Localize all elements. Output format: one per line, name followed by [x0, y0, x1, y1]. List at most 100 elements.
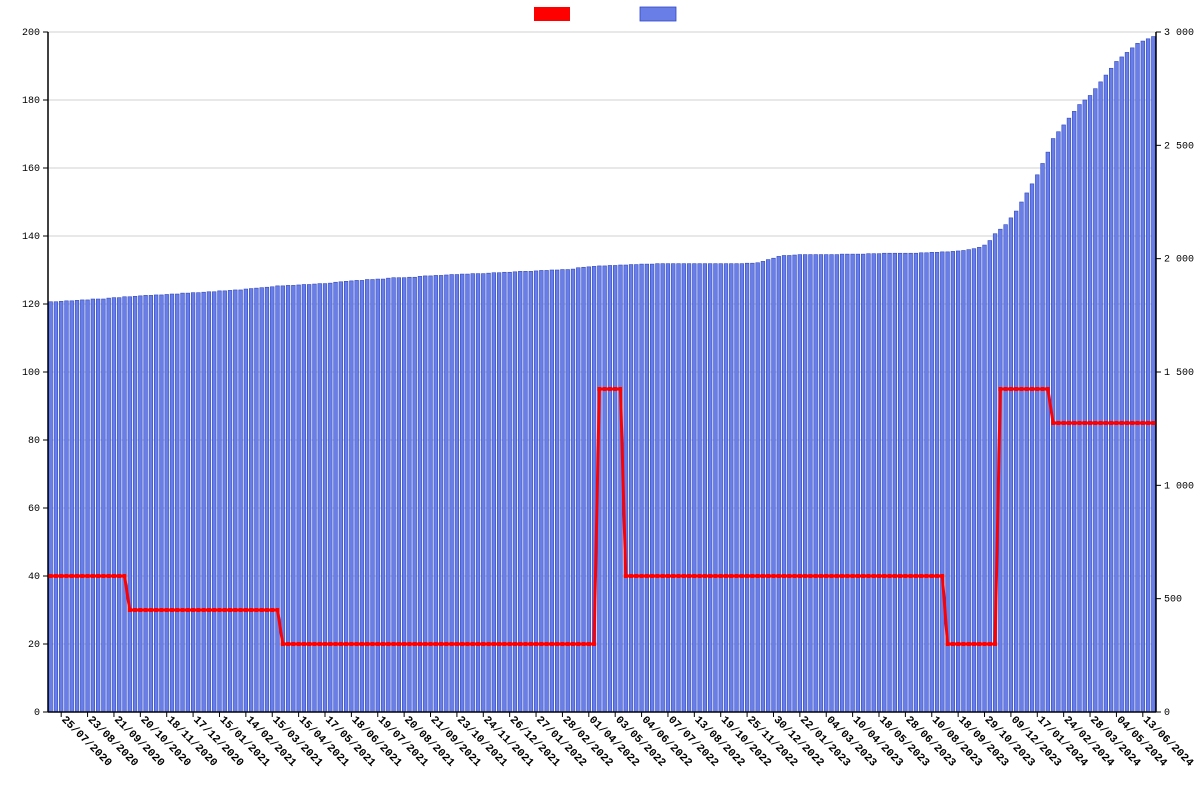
bar [777, 256, 781, 712]
bar [671, 264, 675, 712]
line-marker [819, 574, 823, 578]
bar [302, 285, 306, 712]
line-marker [539, 642, 543, 646]
line-marker [824, 574, 828, 578]
line-marker [998, 387, 1002, 391]
bar [402, 278, 406, 712]
bar [239, 290, 243, 712]
line-marker [814, 574, 818, 578]
bar [893, 253, 897, 712]
bar [692, 264, 696, 712]
line-marker [571, 642, 575, 646]
bar [228, 290, 232, 712]
line-marker [529, 642, 533, 646]
bar [75, 300, 79, 712]
line-marker [349, 642, 353, 646]
line-marker [286, 642, 290, 646]
line-marker [1067, 421, 1071, 425]
bar [503, 272, 507, 712]
line-marker [476, 642, 480, 646]
bar [65, 301, 69, 712]
line-marker [91, 574, 95, 578]
line-marker [777, 574, 781, 578]
bar [197, 293, 201, 712]
bar [371, 280, 375, 712]
line-marker [888, 574, 892, 578]
bar [381, 279, 385, 712]
line-marker [117, 574, 121, 578]
bar [265, 287, 269, 712]
line-marker [112, 574, 116, 578]
bar [96, 299, 100, 712]
bar [1051, 139, 1055, 712]
line-marker [608, 387, 612, 391]
line-marker [186, 608, 190, 612]
bar [1141, 41, 1145, 712]
line-marker [835, 574, 839, 578]
line-marker [492, 642, 496, 646]
line-marker [724, 574, 728, 578]
line-marker [924, 574, 928, 578]
line-marker [1062, 421, 1066, 425]
line-marker [940, 574, 944, 578]
y-left-tick-label: 40 [28, 572, 40, 583]
bar [634, 265, 638, 712]
line-marker [903, 574, 907, 578]
line-marker [798, 574, 802, 578]
line-marker [407, 642, 411, 646]
bar [54, 302, 58, 712]
bar [840, 254, 844, 712]
line-marker [370, 642, 374, 646]
bar [186, 293, 190, 712]
line-marker [59, 574, 63, 578]
line-marker [434, 642, 438, 646]
line-marker [444, 642, 448, 646]
line-marker [175, 608, 179, 612]
line-marker [1088, 421, 1092, 425]
line-marker [334, 642, 338, 646]
bar [1120, 57, 1124, 712]
bar [803, 255, 807, 712]
line-marker [972, 642, 976, 646]
bar [1146, 39, 1150, 712]
line-marker [133, 608, 137, 612]
bar [434, 275, 438, 712]
bar [935, 252, 939, 712]
line-marker [745, 574, 749, 578]
bar [355, 280, 359, 712]
line-marker [1136, 421, 1140, 425]
legend-swatch-bar [640, 7, 676, 21]
bar [1025, 193, 1029, 712]
line-marker [877, 574, 881, 578]
bar [1020, 202, 1024, 712]
line-marker [1146, 421, 1150, 425]
bar [181, 293, 185, 712]
bar [460, 274, 464, 712]
bar [1062, 125, 1066, 712]
line-marker [650, 574, 654, 578]
line-marker [1141, 421, 1145, 425]
line-marker [64, 574, 68, 578]
bar [1104, 75, 1108, 712]
bar [276, 286, 280, 712]
line-marker [666, 574, 670, 578]
line-marker [86, 574, 90, 578]
bar [291, 285, 295, 712]
y-right-tick-label: 3 000 [1164, 28, 1194, 39]
bar [1093, 89, 1097, 712]
line-marker [487, 642, 491, 646]
line-marker [170, 608, 174, 612]
bar [1083, 100, 1087, 712]
bar [1130, 48, 1134, 712]
bar [872, 254, 876, 712]
line-marker [861, 574, 865, 578]
bar [365, 280, 369, 712]
line-marker [677, 574, 681, 578]
bar [80, 300, 84, 712]
line-marker [935, 574, 939, 578]
line-marker [597, 387, 601, 391]
bar [260, 288, 264, 712]
line-marker [450, 642, 454, 646]
line-marker [471, 642, 475, 646]
bar [318, 284, 322, 712]
